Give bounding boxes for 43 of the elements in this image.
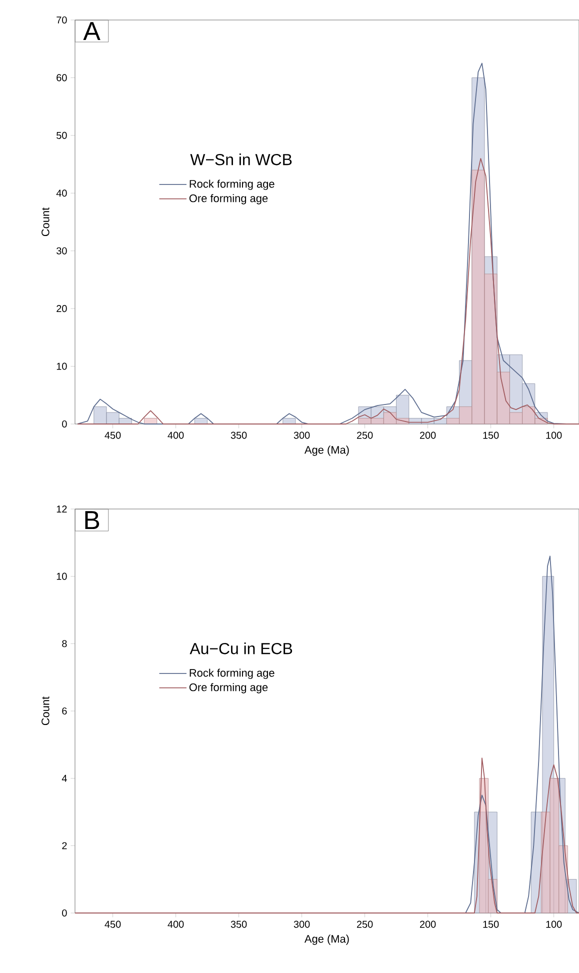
x-tick-label: 350 [230, 432, 247, 439]
y-tick-label: 4 [62, 774, 67, 782]
x-tick-label: 150 [483, 432, 499, 439]
x-tick-label: 350 [230, 920, 247, 928]
x-tick-label: 250 [356, 920, 373, 928]
y-tick-label: 0 [62, 420, 67, 428]
y-tick-label: 40 [56, 190, 67, 197]
x-tick-label: 450 [104, 920, 121, 928]
y-tick-label: 2 [62, 842, 67, 850]
text: W−Sn in WCB [190, 154, 292, 166]
legend-label: Rock forming age [190, 668, 274, 679]
x-tick-label: 200 [420, 432, 436, 439]
y-tick-label: 8 [62, 640, 67, 648]
text: Au−Cu in ECB [190, 642, 292, 654]
legend-label: Ore forming age [189, 194, 268, 204]
x-tick-label: 300 [294, 432, 310, 439]
y-tick-label: 6 [62, 707, 67, 715]
y-tick-label: 10 [56, 362, 67, 370]
x-axis-title: Age (Ma) [304, 446, 349, 456]
y-tick-label: 30 [56, 247, 67, 254]
x-tick-label: 100 [546, 920, 562, 928]
x-tick-label: 400 [168, 920, 184, 928]
y-tick-label: 10 [56, 572, 67, 580]
y-tick-label: 12 [56, 506, 67, 512]
y-tick-label: 60 [56, 74, 67, 82]
legend-label: Rock forming age [190, 180, 274, 190]
y-axis-title: Count [42, 207, 50, 236]
y-tick-label: 0 [62, 909, 67, 917]
x-tick-label: 100 [546, 432, 562, 439]
y-tick-label: 50 [56, 132, 67, 139]
x-tick-label: 400 [168, 432, 184, 439]
x-tick-label: 150 [483, 920, 499, 928]
x-axis-title: Age (Ma) [304, 934, 349, 945]
y-tick-label: 20 [56, 305, 67, 312]
y-axis-title: Count [42, 696, 50, 726]
x-tick-label: 250 [356, 432, 373, 439]
legend-label: Ore forming age [189, 683, 268, 694]
x-tick-label: 300 [294, 920, 310, 928]
annotation: A [83, 22, 100, 40]
annotation: B [85, 511, 100, 530]
y-tick-label: 70 [56, 16, 67, 24]
x-tick-label: 200 [420, 920, 436, 928]
x-tick-label: 450 [104, 432, 121, 439]
